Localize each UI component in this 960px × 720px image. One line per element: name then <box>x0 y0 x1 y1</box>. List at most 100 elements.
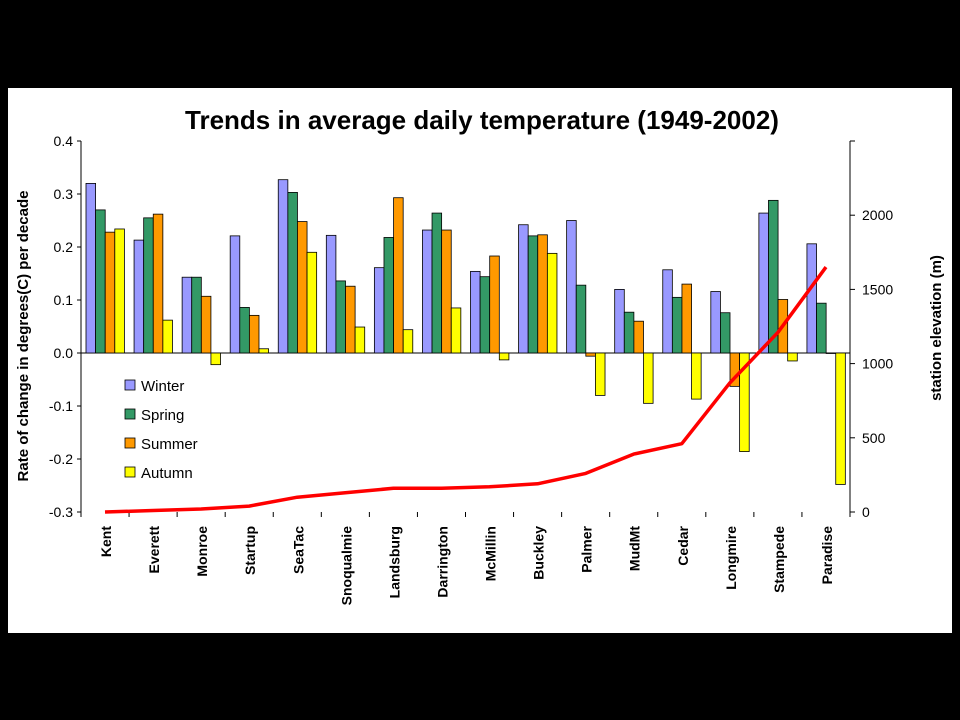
bar-autumn-paradise <box>835 352 846 485</box>
category-label-darrington: Darrington <box>434 526 450 598</box>
y-tick-label: 0.3 <box>54 186 74 202</box>
bar-winter-snoqualmie <box>325 234 337 354</box>
y2-tick-label: 1000 <box>862 356 893 372</box>
bar-winter-mudmt <box>614 288 625 354</box>
category-label-monroe: Monroe <box>194 526 210 577</box>
category-label-kent: Kent <box>98 526 114 557</box>
legend-label-summer: Summer <box>141 436 198 453</box>
legend-swatch-autumn <box>124 466 136 478</box>
y-tick-label: -0.3 <box>49 504 73 520</box>
bar-spring-everett <box>143 217 154 354</box>
bar-summer-darrington <box>441 229 452 354</box>
bar-autumn-seatac <box>306 251 318 354</box>
bar-spring-mcmillin <box>479 276 491 354</box>
bar-spring-stampede <box>768 199 779 354</box>
bar-summer-buckley <box>537 234 548 354</box>
category-label-seatac: SeaTac <box>290 526 306 574</box>
legend-swatch-summer <box>124 437 136 449</box>
bar-spring-paradise <box>816 302 827 354</box>
chart: Trends in average daily temperature (194… <box>15 105 945 606</box>
bar-spring-snoqualmie <box>335 280 346 354</box>
y2-axis-label: station elevation (m) <box>928 255 945 401</box>
bar-spring-longmire <box>720 312 731 354</box>
bar-winter-palmer <box>566 220 577 354</box>
legend-swatch-spring <box>124 408 136 420</box>
y-tick-label: -0.2 <box>49 451 73 467</box>
bar-spring-mudmt <box>623 311 635 354</box>
category-label-palmer: Palmer <box>579 525 595 572</box>
bar-spring-landsburg <box>383 237 394 354</box>
legend-label-winter: Winter <box>141 378 184 395</box>
bar-autumn-mudmt <box>643 352 654 404</box>
bar-autumn-everett <box>162 319 173 354</box>
category-label-mcmillin: McMillin <box>483 526 499 581</box>
bar-summer-landsburg <box>393 197 404 354</box>
bar-winter-kent <box>85 183 97 354</box>
y2-tick-label: 0 <box>862 504 870 520</box>
category-label-startup: Startup <box>242 526 258 575</box>
bar-spring-cedar <box>671 296 683 354</box>
bar-autumn-buckley <box>546 252 558 354</box>
bar-autumn-palmer <box>595 352 606 396</box>
bar-winter-landsburg <box>373 267 385 354</box>
bar-winter-monroe <box>181 276 193 354</box>
bar-autumn-darrington <box>450 307 462 354</box>
bar-summer-mcmillin <box>489 255 500 354</box>
legend-label-autumn: Autumn <box>141 465 193 482</box>
bar-spring-startup <box>239 307 250 354</box>
bar-winter-darrington <box>422 229 433 354</box>
y-tick-label: 0.2 <box>54 239 74 255</box>
bar-winter-stampede <box>758 212 769 354</box>
y-tick-label: 0.1 <box>54 292 74 308</box>
bar-winter-cedar <box>662 269 673 354</box>
bar-winter-mcmillin <box>470 270 481 354</box>
bar-summer-seatac <box>297 221 308 354</box>
y-tick-label: 0.4 <box>54 133 74 149</box>
bar-autumn-cedar <box>691 352 702 400</box>
y-tick-label: 0.0 <box>54 345 74 361</box>
bar-summer-cedar <box>681 283 692 354</box>
slide: Trends in average daily temperature (194… <box>8 88 952 633</box>
bar-winter-paradise <box>806 243 817 354</box>
bar-autumn-kent <box>114 228 125 354</box>
chart-title: Trends in average daily temperature (194… <box>185 105 779 135</box>
bar-summer-palmer <box>585 352 596 357</box>
bar-winter-longmire <box>710 291 721 354</box>
category-label-mudmt: MudMt <box>627 526 643 571</box>
y2-tick-label: 1500 <box>862 281 893 297</box>
bar-autumn-snoqualmie <box>354 326 366 354</box>
bar-autumn-landsburg <box>402 329 414 354</box>
bar-summer-paradise <box>825 352 837 354</box>
bar-autumn-stampede <box>787 352 798 362</box>
category-label-paradise: Paradise <box>819 526 835 585</box>
category-label-longmire: Longmire <box>723 526 739 590</box>
bar-autumn-startup <box>258 348 269 354</box>
bar-spring-monroe <box>191 276 202 354</box>
category-label-everett: Everett <box>146 526 162 574</box>
y-tick-label: -0.1 <box>49 398 73 414</box>
elevation-line <box>104 266 828 514</box>
bar-summer-startup <box>248 314 260 354</box>
category-label-cedar: Cedar <box>675 525 691 565</box>
bar-winter-everett <box>133 239 145 354</box>
category-label-buckley: Buckley <box>531 526 547 580</box>
bar-spring-palmer <box>575 284 587 354</box>
y2-tick-label: 500 <box>862 430 886 446</box>
bar-spring-darrington <box>431 212 443 354</box>
bar-winter-buckley <box>518 224 529 354</box>
category-label-snoqualmie: Snoqualmie <box>338 526 354 606</box>
bar-autumn-mcmillin <box>498 352 510 361</box>
category-label-stampede: Stampede <box>771 526 787 593</box>
bar-summer-everett <box>152 213 164 354</box>
bar-summer-monroe <box>200 295 212 354</box>
bar-spring-kent <box>95 209 106 354</box>
bar-summer-kent <box>104 231 116 354</box>
bar-autumn-longmire <box>739 352 750 452</box>
bar-winter-startup <box>229 235 241 354</box>
bar-autumn-monroe <box>210 352 221 366</box>
bar-summer-snoqualmie <box>345 285 356 354</box>
bar-spring-buckley <box>527 235 539 354</box>
bar-spring-seatac <box>287 192 298 354</box>
y-axis-label: Rate of change in degrees(C) per decade <box>15 191 32 482</box>
category-label-landsburg: Landsburg <box>386 526 402 598</box>
